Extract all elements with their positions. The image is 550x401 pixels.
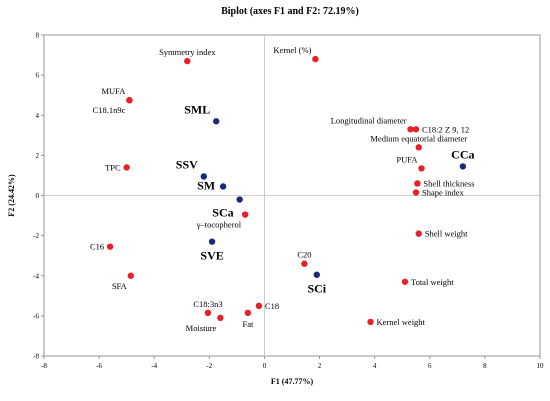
variable-point [106,243,114,250]
variable-point [414,180,421,187]
observation-label: CCa [451,147,474,161]
variable-point [407,126,414,133]
variable-label: C18:2 Z 9, 12 [422,124,469,134]
y-tick-label: -2 [33,232,39,240]
observation-label: SML [184,102,210,116]
variable-point [415,230,422,237]
variable-point [126,97,133,104]
observation-point [208,238,216,245]
x-tick-label: 4 [373,362,377,370]
y-tick-label: -4 [33,272,39,280]
variable-point [312,55,319,63]
x-axis-label: F1 (47.77%) [271,377,314,386]
variable-point [401,278,409,285]
variable-point [184,57,191,65]
observation-label: SCi [307,282,326,296]
variable-point [367,318,374,326]
x-tick-label: 2 [318,362,322,370]
variable-label: PUFA [396,154,418,164]
variable-label: C18 [265,301,279,311]
x-tick-label: 6 [428,362,432,370]
x-tick-label: 8 [483,362,487,370]
variable-point [241,211,249,218]
data-points: Kernel (%) Symmetry index MUFA C18.1n9c TPC L… [90,45,475,333]
x-tick-label: 0 [263,362,267,370]
chart-title: Biplot (axes F1 and F2: 72.19%) [221,6,359,17]
y-tick-label: 2 [36,152,40,160]
variable-point [217,314,224,322]
observation-point [213,118,220,125]
observation-label: SVE [200,249,223,263]
variable-point [127,272,134,279]
variable-label: Shape index [422,187,465,197]
x-tick-label: -6 [96,362,102,370]
variable-label: Total weight [411,277,454,287]
variable-label: Kernel (%) [273,45,311,55]
x-tick-label: -2 [206,362,212,370]
y-tick-label: 0 [36,192,40,200]
variable-label: Shell thickness [423,178,474,188]
variable-label: Kernel weight [377,317,426,327]
variable-point [412,126,420,133]
axis-ticks: -8 -6 -4 -2 0 2 4 6 8 10 -8 -6 -4 -2 0 2 4 6 8 [33,32,544,371]
y-tick-label: 8 [36,32,40,40]
observation-label: SSV [176,157,198,171]
observation-label: SM [197,178,215,192]
variable-label: TPC [105,162,121,172]
observation-point [219,183,227,190]
variable-label: Shell weight [425,229,468,239]
variable-point [244,309,252,317]
y-tick-label: 4 [36,112,40,120]
y-tick-label: -6 [33,312,39,320]
variable-label: Medium equatorial diameter [370,133,467,143]
y-tick-label: -8 [33,353,39,361]
observation-point [313,271,320,278]
variable-point [123,164,130,171]
variable-point [415,144,422,151]
variable-label: MUFA [101,86,126,96]
variable-point [418,165,425,172]
observation-label: SCa [212,206,233,220]
variable-label: SFA [112,281,128,291]
observation-point [236,196,243,203]
variable-label: C16 [90,242,104,252]
variable-label: C18.1n9c [93,105,126,115]
observation-point [459,163,467,170]
x-tick-label: 10 [537,362,545,370]
variable-label: Fat [242,319,254,329]
variable-label: C20 [297,250,311,260]
x-tick-label: -8 [41,362,47,370]
variable-label: Symmetry index [159,47,216,57]
variable-label: Moisture [186,323,217,333]
variable-point [255,302,263,310]
variable-label: C18:3n3 [193,299,222,309]
variable-point [412,189,420,196]
variable-label: γ–tocopherol [196,220,242,230]
observation-point [200,173,208,180]
y-tick-label: 6 [36,72,40,80]
variable-label: Longitudinal diameter [331,115,407,125]
x-tick-label: -4 [151,362,157,370]
y-axis-label: F2 (24.42%) [7,174,16,217]
variable-point [301,260,308,267]
variable-point [204,309,212,317]
